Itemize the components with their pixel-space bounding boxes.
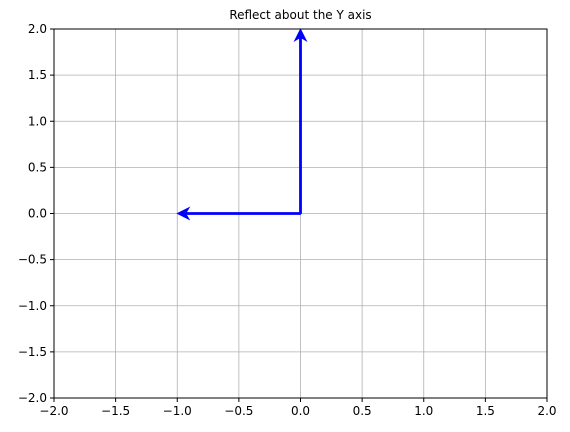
x-tick-label-7: 1.5 — [476, 404, 495, 418]
x-tick-label-6: 1.0 — [414, 404, 433, 418]
x-tick-label-4: 0.0 — [291, 404, 310, 418]
vector-arrow-0 — [176, 206, 301, 221]
x-tick-label-1: −1.5 — [101, 404, 130, 418]
y-tick-label-5: 0.5 — [28, 160, 47, 174]
x-tick-label-0: −2.0 — [39, 404, 68, 418]
y-tick-label-7: 1.5 — [28, 68, 47, 82]
x-tick-label-5: 0.5 — [353, 404, 372, 418]
y-tick-label-0: −2.0 — [18, 391, 47, 405]
x-tick-label-8: 2.0 — [537, 404, 556, 418]
y-tick-label-8: 2.0 — [28, 22, 47, 36]
chart-title: Reflect about the Y axis — [229, 8, 372, 22]
y-tick-label-4: 0.0 — [28, 207, 47, 221]
y-tick-label-1: −1.5 — [18, 345, 47, 359]
y-tick-label-3: −0.5 — [18, 253, 47, 267]
y-tick-label-6: 1.0 — [28, 114, 47, 128]
vector-arrow-1 — [293, 28, 308, 214]
y-tick-label-2: −1.0 — [18, 299, 47, 313]
x-tick-label-2: −1.0 — [163, 404, 192, 418]
x-tick-label-3: −0.5 — [224, 404, 253, 418]
